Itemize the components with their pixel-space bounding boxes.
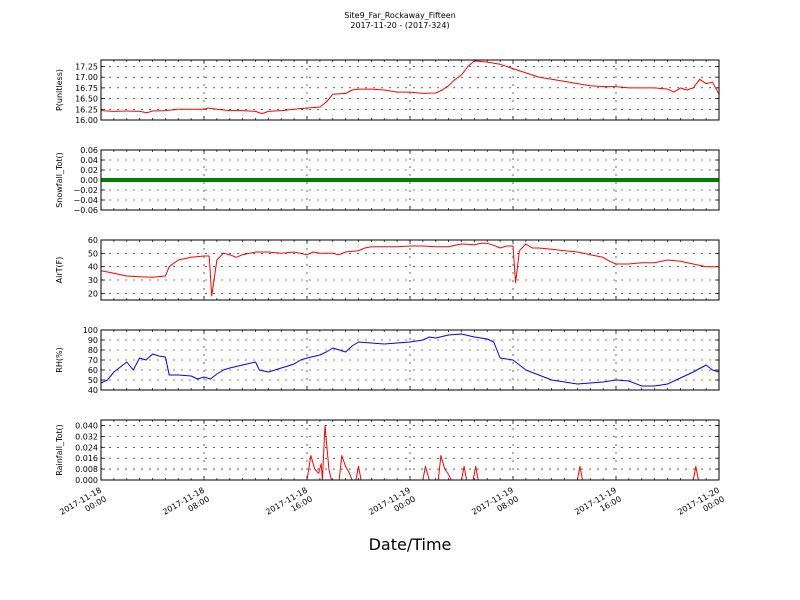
y-tick-label: 0.024 <box>75 443 98 452</box>
y-tick-label: −0.04 <box>73 196 98 205</box>
y-tick-label: 0.040 <box>75 421 98 430</box>
y-tick-label: 0.00 <box>80 176 98 185</box>
y-tick-label: 0.016 <box>75 454 98 463</box>
plot-frame <box>100 329 720 391</box>
y-tick-label: 50 <box>88 249 98 258</box>
y-tick-label: 70 <box>88 356 98 365</box>
y-axis-label: Snowfall_Tot() <box>55 152 64 208</box>
y-tick-label: 20 <box>88 289 98 298</box>
y-tick-label: 17.25 <box>75 62 98 71</box>
y-tick-label: 17.00 <box>75 73 98 82</box>
x-tick-label: 2017-11-1816:00 <box>264 486 314 526</box>
y-tick-label: 90 <box>88 336 98 345</box>
y-tick-label: 30 <box>88 276 98 285</box>
y-tick-label: 100 <box>83 326 98 335</box>
y-tick-label: 0.032 <box>75 432 98 441</box>
series-air-temp <box>100 242 719 297</box>
plot-frame <box>100 149 720 211</box>
y-axis-label: Rainfall_Tot() <box>55 424 64 476</box>
y-tick-label: 50 <box>88 376 98 385</box>
y-tick-label: 0.04 <box>80 156 98 165</box>
x-tick-labels: 2017-11-1800:00 2017-11-1808:00 2017-11-18… <box>58 486 726 526</box>
x-tick-label: 2017-11-2000:00 <box>676 486 726 526</box>
y-tick-label: 16.75 <box>75 84 98 93</box>
plot-frame <box>100 419 720 481</box>
panel-rainfall: 0.000 0.008 0.016 0.024 0.032 0.040 Rainfall_T… <box>55 419 720 485</box>
y-tick-label: 16.50 <box>75 95 98 104</box>
chart-subtitle: 2017-11-20 - (2017-324) <box>350 21 449 30</box>
y-tick-label: 60 <box>88 366 98 375</box>
y-tick-label: 40 <box>88 263 98 272</box>
y-tick-label: −0.02 <box>73 186 98 195</box>
y-axis-label: RH(%) <box>55 347 64 372</box>
series-rh <box>100 333 720 387</box>
chart-title: Site9_Far_Rockaway_Fifteen <box>344 11 456 20</box>
x-tick-label: 2017-11-1808:00 <box>161 486 211 526</box>
x-tick-label: 2017-11-1916:00 <box>573 486 623 526</box>
x-tick-label: 2017-11-1800:00 <box>58 486 108 526</box>
y-tick-label: 16.25 <box>75 105 98 114</box>
plot-frame <box>100 239 720 301</box>
y-tick-label: −0.06 <box>73 206 98 215</box>
x-tick-label: 2017-11-1908:00 <box>470 486 520 526</box>
x-axis-label: Date/Time <box>369 535 452 554</box>
y-tick-label: 0.000 <box>75 476 98 485</box>
series-p-unitless <box>100 60 720 115</box>
y-tick-label: 16.00 <box>75 116 98 125</box>
y-axis-label: P(unitless) <box>55 69 64 111</box>
y-tick-label: 80 <box>88 346 98 355</box>
y-tick-label: 40 <box>88 386 98 395</box>
y-tick-label: 60 <box>88 236 98 245</box>
plot-frame <box>100 59 720 121</box>
panel-snowfall: −0.06−0.04−0.020.000.020.040.06 Snowfall_… <box>55 146 720 215</box>
panel-air-temp: 20 30 40 50 60 AirT(F) <box>55 236 720 301</box>
y-tick-label: 0.06 <box>80 146 98 155</box>
y-axis-label: AirT(F) <box>55 257 64 284</box>
y-tick-label: 0.008 <box>75 465 98 474</box>
y-tick-label: 0.02 <box>80 166 98 175</box>
x-tick-label: 2017-11-1900:00 <box>367 486 417 526</box>
